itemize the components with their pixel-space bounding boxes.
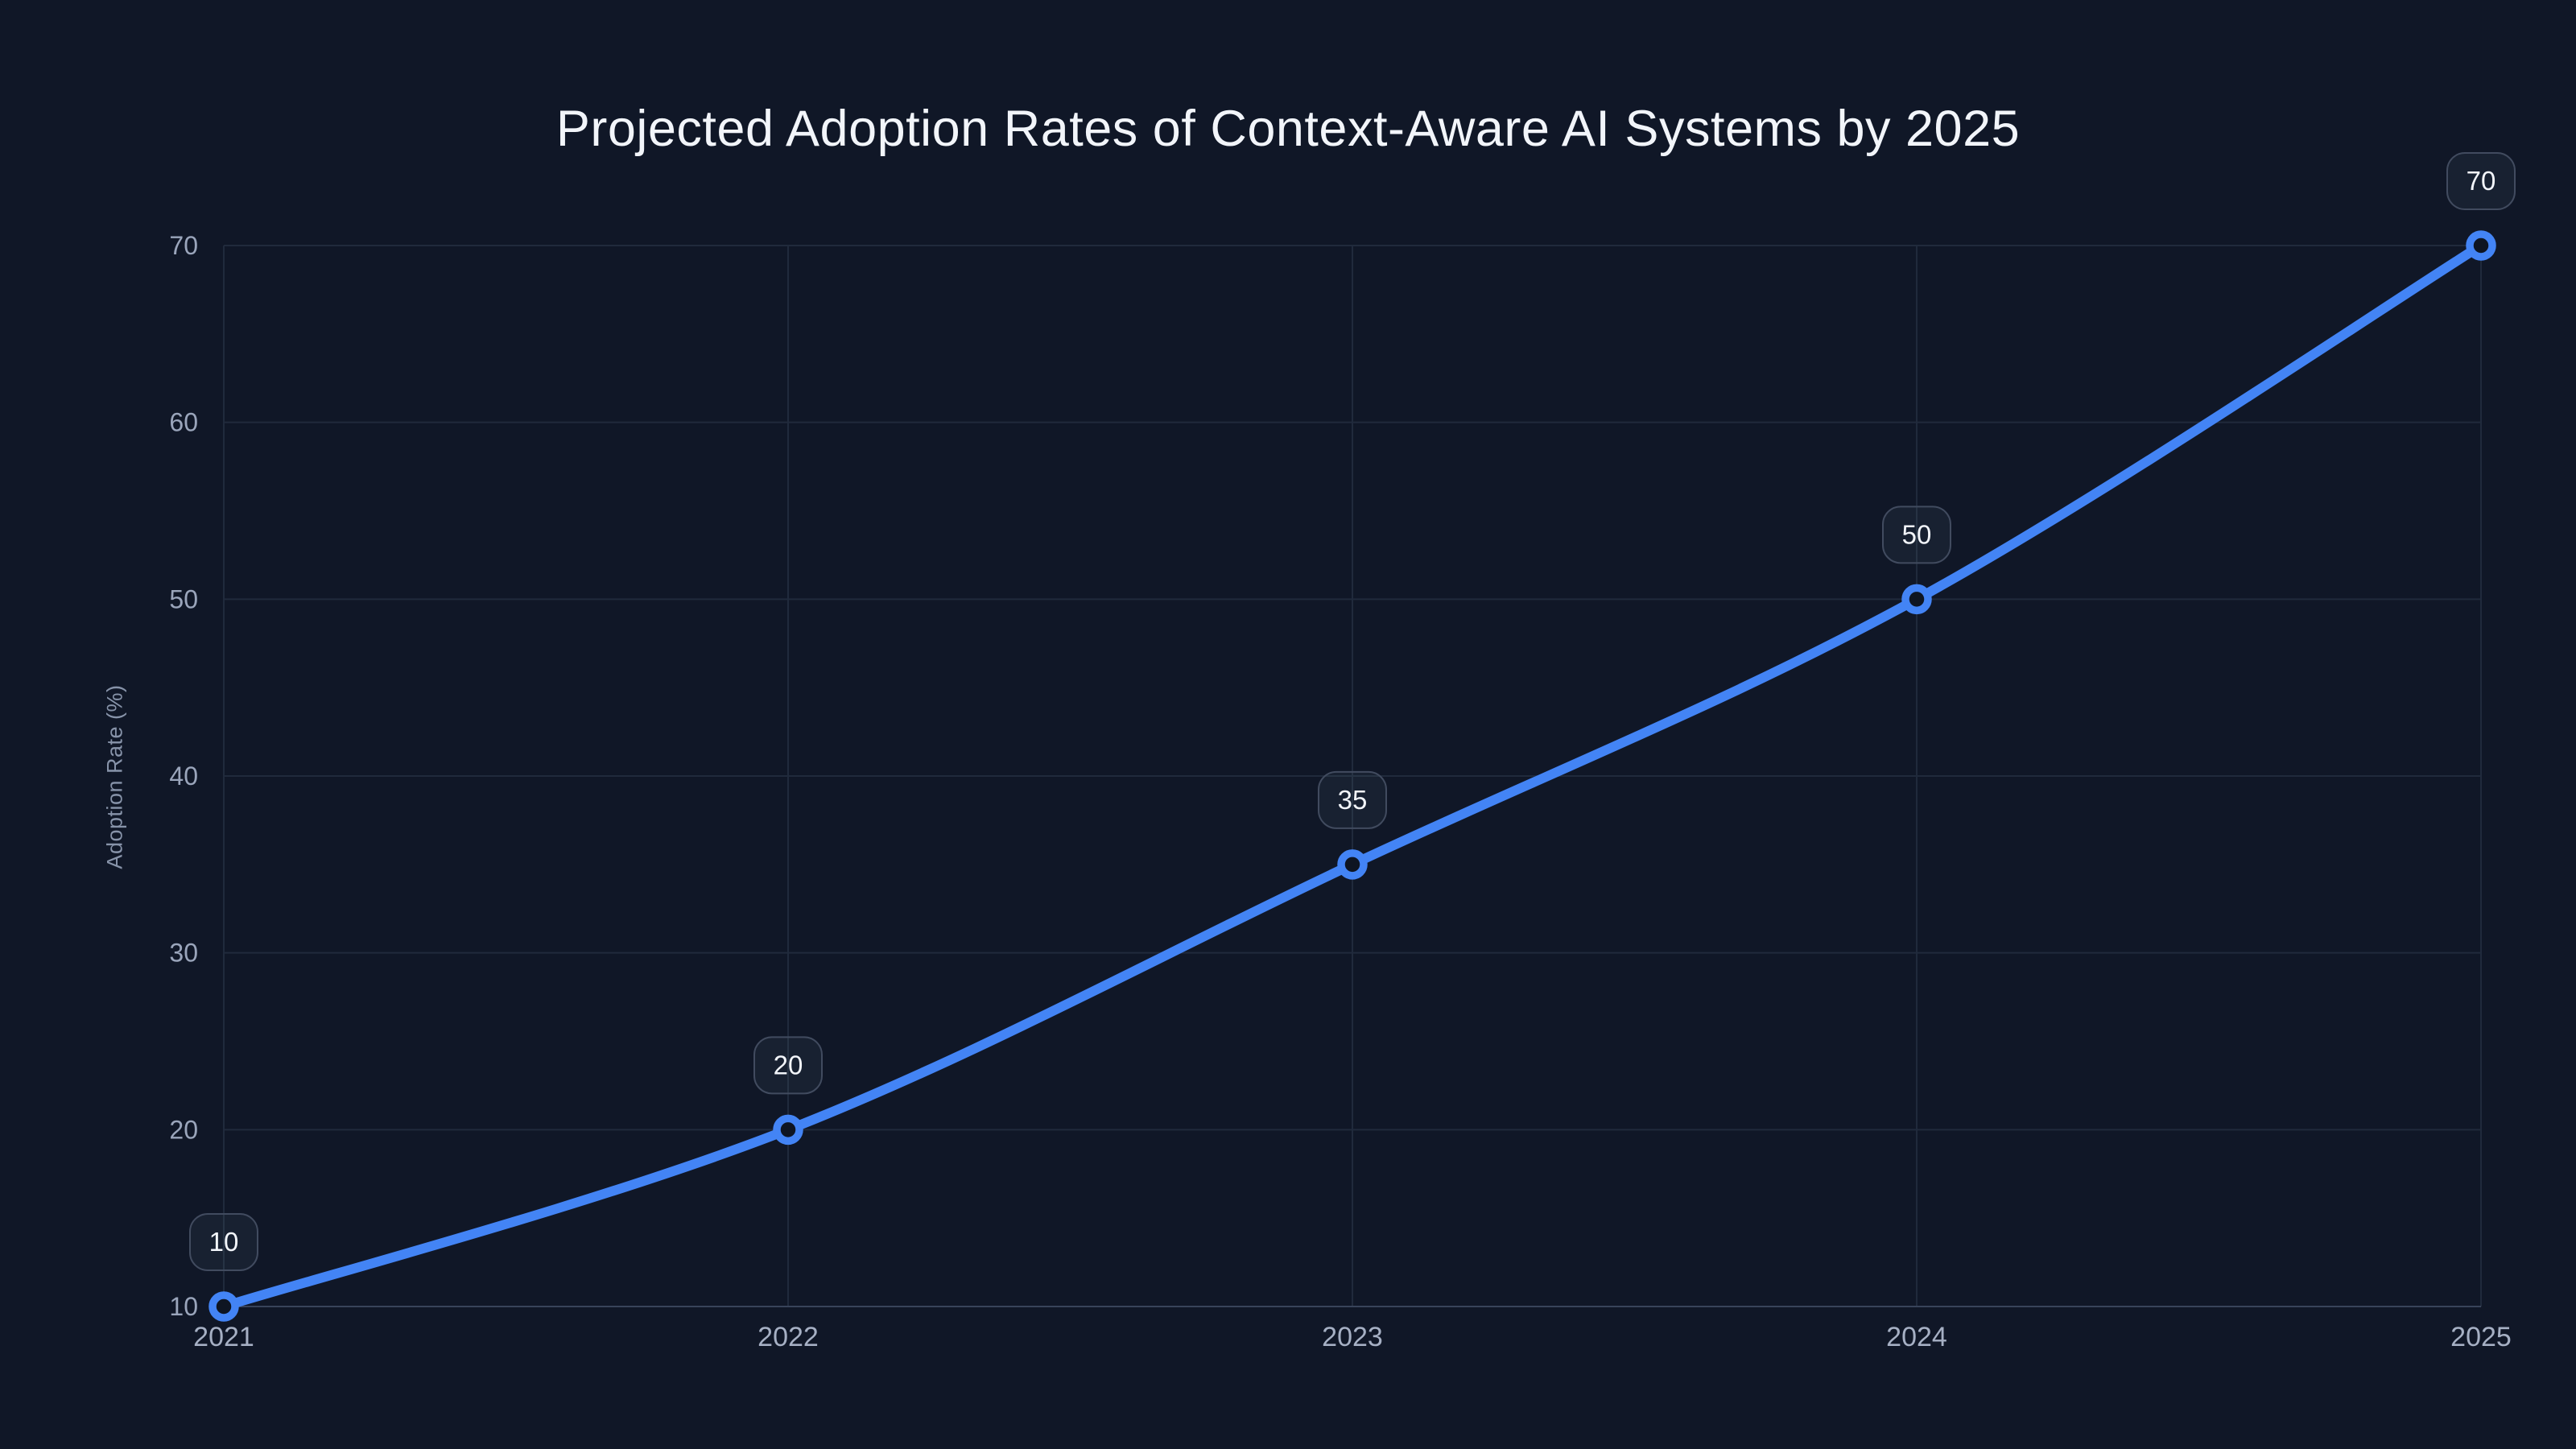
point-label-text-2022: 20 [774,1050,803,1080]
data-point-marker-2025[interactable] [2466,230,2496,261]
data-point-marker-2021[interactable] [208,1291,239,1322]
point-label-text-2024: 50 [1902,519,1932,549]
y-tick-label-10: 10 [169,1292,198,1321]
point-label-text-2025: 70 [2467,166,2496,196]
x-tick-label-2023: 2023 [1322,1322,1383,1352]
point-label-box-2023 [1318,770,1387,829]
y-tick-label-20: 20 [169,1115,198,1144]
point-label-box-2025 [2446,152,2516,210]
x-tick-label-2025: 2025 [2450,1322,2512,1352]
x-tick-label-2021: 2021 [193,1322,254,1352]
point-label-text-2021: 10 [209,1227,239,1257]
y-tick-label-40: 40 [169,762,198,791]
y-tick-label-50: 50 [169,584,198,613]
y-tick-label-30: 30 [169,939,198,968]
x-tick-label-2024: 2024 [1886,1322,1947,1352]
y-tick-label-70: 70 [169,231,198,260]
point-label-text-2023: 35 [1338,785,1368,815]
chart-title: Projected Adoption Rates of Context-Awar… [555,101,2021,157]
point-label-box-2022 [753,1036,823,1095]
point-label-box-2024 [1882,506,1951,564]
data-point-marker-2023[interactable] [1337,849,1368,880]
data-point-marker-2024[interactable] [1901,584,1932,615]
y-tick-label-60: 60 [169,408,198,437]
point-label-box-2021 [189,1213,258,1271]
x-tick-label-2022: 2022 [758,1322,819,1352]
data-point-marker-2022[interactable] [773,1114,803,1146]
